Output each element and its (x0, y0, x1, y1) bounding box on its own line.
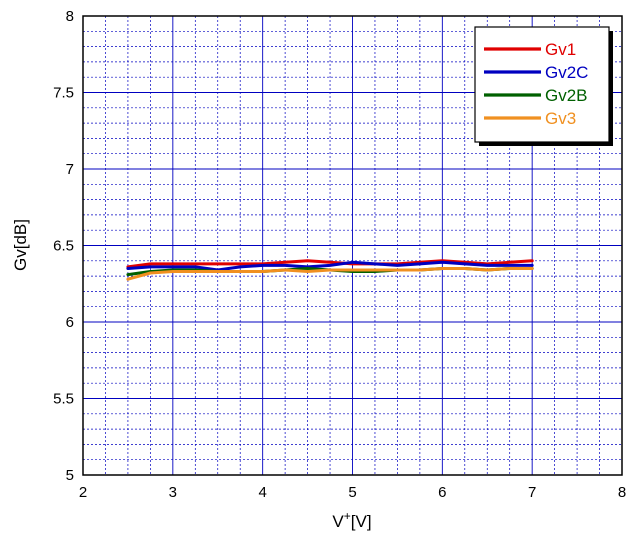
legend-box (474, 26, 610, 143)
plot-area-frame (82, 15, 623, 476)
x-tick-label: 6 (438, 484, 446, 501)
series-line-gv3 (126, 267, 534, 281)
x-tick-label: 8 (618, 484, 626, 501)
series-line-gv2c (126, 260, 534, 272)
legend-label-gv2c: Gv2C (545, 63, 588, 82)
legend-label-gv2b: Gv2B (545, 86, 588, 105)
x-axis-label-main: V (332, 512, 344, 531)
x-tick-label: 4 (258, 484, 266, 501)
legend-label-gv3: Gv3 (545, 109, 576, 128)
y-tick-label: 8 (66, 8, 74, 25)
x-axis-label-superscript: + (344, 509, 351, 523)
x-tick-label: 3 (169, 484, 177, 501)
y-axis-label: Gv[dB] (11, 219, 30, 271)
legend-label-gv1: Gv1 (545, 40, 576, 59)
x-tick-label: 2 (79, 484, 87, 501)
series-line-gv1 (126, 259, 534, 269)
x-axis-label: V+[V] (332, 509, 371, 531)
series-lines (126, 259, 534, 281)
y-tick-labels: 5 5.5 6 6.5 7 7.5 8 (53, 8, 74, 484)
y-tick-label: 5 (66, 467, 74, 484)
y-tick-label: 7 (66, 161, 74, 178)
x-tick-label: 5 (348, 484, 356, 501)
y-tick-label: 7.5 (53, 85, 74, 102)
x-axis-label-unit: [V] (351, 512, 372, 531)
x-tick-labels: 2 3 4 5 6 7 8 (79, 484, 626, 501)
x-tick-label: 7 (528, 484, 536, 501)
y-tick-label: 6.5 (53, 238, 74, 255)
legend: Gv1 Gv2C Gv2B Gv3 (474, 26, 613, 146)
y-tick-label: 6 (66, 314, 74, 331)
y-tick-label: 5.5 (53, 391, 74, 408)
